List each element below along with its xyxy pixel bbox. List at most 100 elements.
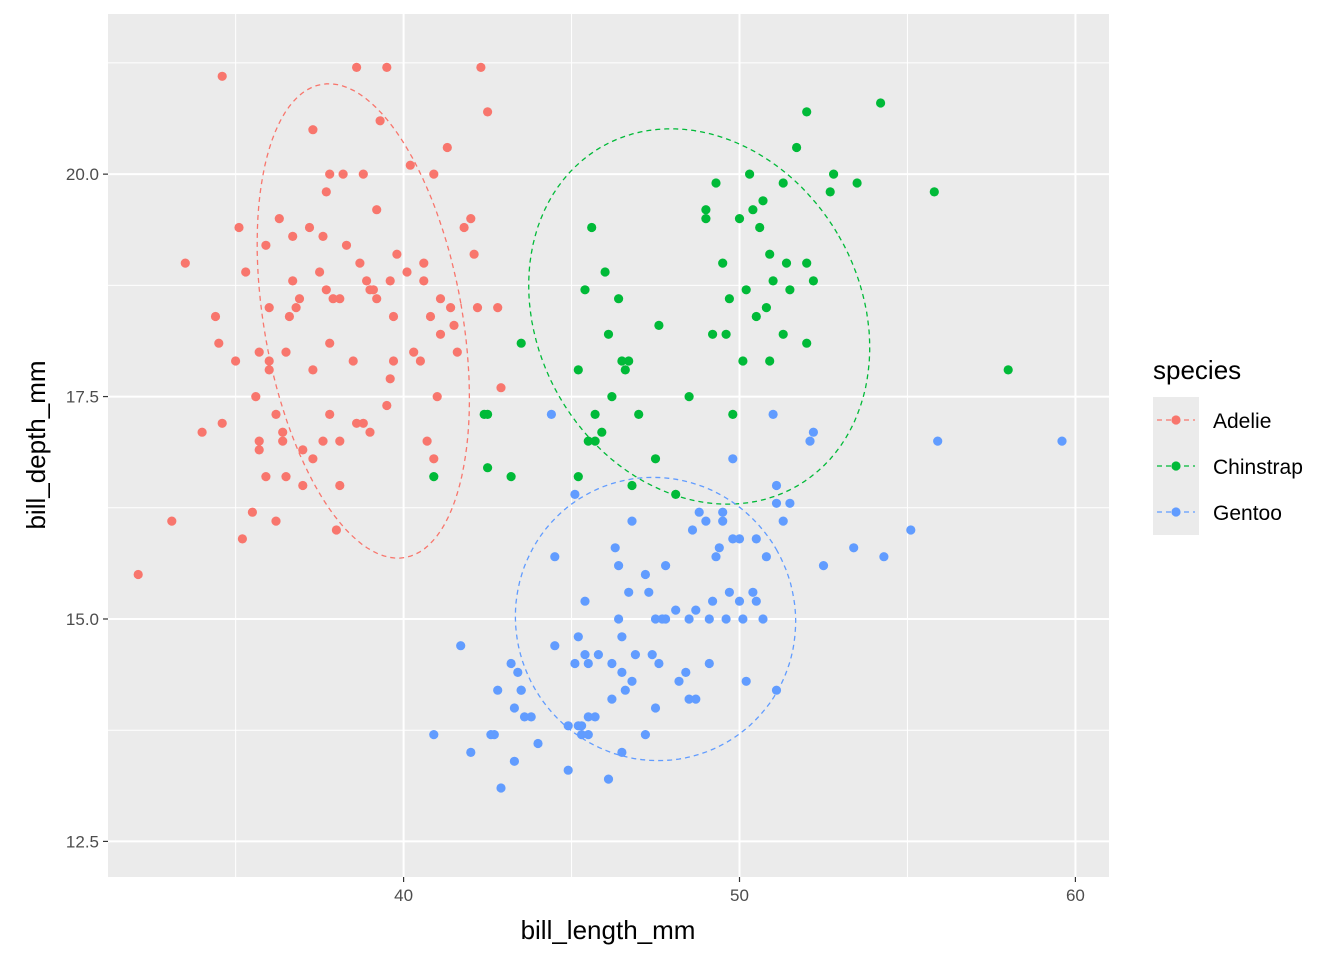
- data-point: [352, 62, 362, 72]
- data-point: [298, 445, 308, 455]
- data-point: [758, 196, 768, 206]
- data-point: [661, 561, 671, 571]
- data-point: [718, 507, 728, 517]
- data-point: [765, 249, 775, 259]
- data-point: [577, 721, 587, 731]
- data-point: [876, 98, 886, 108]
- data-point: [133, 569, 143, 580]
- data-point: [493, 303, 503, 313]
- y-tick-label: 12.5: [66, 832, 99, 851]
- data-point: [620, 685, 630, 695]
- data-point: [674, 676, 684, 686]
- data-point: [385, 276, 395, 286]
- data-point: [768, 276, 778, 286]
- data-point: [748, 587, 758, 597]
- data-point: [358, 169, 368, 179]
- data-point: [526, 712, 536, 722]
- data-point: [634, 409, 644, 419]
- data-point: [614, 561, 624, 571]
- data-point: [284, 311, 294, 322]
- data-point: [758, 614, 768, 624]
- data-point: [684, 694, 694, 704]
- x-tick-label: 50: [730, 886, 749, 905]
- data-point: [627, 480, 637, 491]
- data-point: [778, 516, 788, 526]
- ellipse-adelie: [256, 83, 471, 559]
- data-point: [513, 667, 523, 678]
- data-point: [338, 169, 348, 179]
- data-point: [294, 294, 305, 304]
- data-point: [852, 178, 862, 188]
- data-point: [597, 427, 607, 437]
- data-point: [906, 525, 916, 535]
- data-point: [661, 614, 671, 624]
- data-point: [785, 285, 795, 295]
- data-point: [580, 596, 590, 606]
- data-point: [435, 294, 446, 304]
- data-point: [271, 409, 281, 419]
- data-point: [721, 614, 731, 624]
- data-point: [509, 703, 519, 713]
- data-point: [607, 694, 617, 704]
- legend-key-point: [1171, 461, 1181, 471]
- data-point: [197, 427, 207, 437]
- data-point: [580, 285, 590, 295]
- data-point: [590, 409, 600, 419]
- legend-item-gentoo: Gentoo: [1157, 502, 1282, 525]
- data-point: [489, 730, 499, 740]
- data-point: [751, 311, 761, 322]
- data-point: [432, 392, 442, 402]
- data-point: [365, 427, 375, 437]
- data-point: [382, 62, 392, 72]
- data-point: [388, 311, 399, 322]
- data-point: [734, 596, 745, 606]
- data-point: [879, 552, 889, 562]
- data-point: [563, 721, 573, 731]
- data-point: [335, 480, 345, 491]
- data-point: [341, 240, 352, 250]
- data-point: [318, 231, 328, 241]
- data-point: [704, 658, 714, 669]
- data-point: [271, 516, 281, 526]
- data-point: [516, 338, 526, 348]
- data-point: [217, 418, 227, 428]
- series-chinstrap: [429, 98, 1013, 499]
- data-point: [583, 436, 593, 446]
- data-point: [466, 214, 476, 224]
- data-point: [254, 347, 264, 357]
- data-point: [493, 685, 503, 695]
- data-point: [550, 552, 560, 562]
- data-point: [264, 303, 274, 313]
- data-point: [355, 258, 365, 268]
- data-point: [583, 658, 593, 669]
- legend: species Adelie Chinstrap Gentoo: [1153, 355, 1303, 535]
- data-point: [781, 258, 792, 268]
- data-point: [335, 436, 345, 446]
- panel-background: [108, 14, 1109, 877]
- data-point: [607, 658, 617, 669]
- data-point: [587, 222, 597, 233]
- data-point: [180, 258, 190, 268]
- data-point: [483, 107, 493, 117]
- data-point: [704, 614, 714, 624]
- data-point: [617, 356, 627, 366]
- data-point: [624, 356, 634, 366]
- data-point: [573, 472, 583, 482]
- data-point: [654, 658, 664, 669]
- data-point: [627, 516, 637, 526]
- data-point: [519, 712, 530, 722]
- legend-label: Chinstrap: [1213, 456, 1303, 479]
- data-point: [570, 658, 580, 669]
- data-point: [734, 534, 745, 544]
- data-point: [419, 258, 429, 268]
- data-point: [728, 454, 738, 464]
- data-point: [368, 285, 378, 295]
- data-point: [563, 765, 573, 775]
- data-point: [691, 605, 701, 615]
- data-point: [452, 347, 462, 357]
- data-point: [624, 587, 634, 597]
- data-point: [650, 614, 661, 624]
- data-point: [724, 587, 735, 597]
- data-point: [701, 214, 711, 224]
- data-point: [708, 329, 718, 339]
